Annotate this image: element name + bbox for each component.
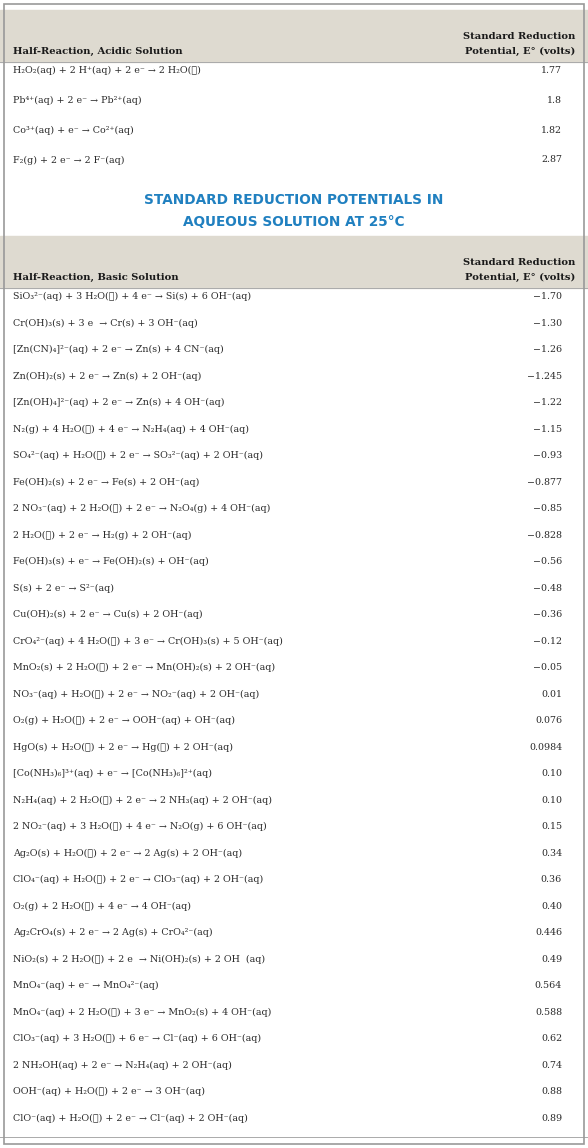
Text: Ag₂O(s) + H₂O(ℓ) + 2 e⁻ → 2 Ag(s) + 2 OH⁻(aq): Ag₂O(s) + H₂O(ℓ) + 2 e⁻ → 2 Ag(s) + 2 OH… (13, 848, 242, 858)
Text: MnO₄⁻(aq) + 2 H₂O(ℓ) + 3 e⁻ → MnO₂(s) + 4 OH⁻(aq): MnO₄⁻(aq) + 2 H₂O(ℓ) + 3 e⁻ → MnO₂(s) + … (13, 1008, 272, 1017)
Text: 2 H₂O(ℓ) + 2 e⁻ → H₂(g) + 2 OH⁻(aq): 2 H₂O(ℓ) + 2 e⁻ → H₂(g) + 2 OH⁻(aq) (13, 530, 192, 540)
Text: 2 NO₂⁻(aq) + 3 H₂O(ℓ) + 4 e⁻ → N₂O(g) + 6 OH⁻(aq): 2 NO₂⁻(aq) + 3 H₂O(ℓ) + 4 e⁻ → N₂O(g) + … (13, 822, 267, 831)
Text: −1.22: −1.22 (533, 398, 562, 408)
Text: 2 NH₂OH(aq) + 2 e⁻ → N₂H₄(aq) + 2 OH⁻(aq): 2 NH₂OH(aq) + 2 e⁻ → N₂H₄(aq) + 2 OH⁻(aq… (13, 1061, 232, 1070)
Text: Co³⁺(aq) + e⁻ → Co²⁺(aq): Co³⁺(aq) + e⁻ → Co²⁺(aq) (13, 125, 133, 134)
Text: 0.34: 0.34 (541, 848, 562, 858)
Text: NO₃⁻(aq) + H₂O(ℓ) + 2 e⁻ → NO₂⁻(aq) + 2 OH⁻(aq): NO₃⁻(aq) + H₂O(ℓ) + 2 e⁻ → NO₂⁻(aq) + 2 … (13, 690, 259, 699)
Text: SO₄²⁻(aq) + H₂O(ℓ) + 2 e⁻ → SO₃²⁻(aq) + 2 OH⁻(aq): SO₄²⁻(aq) + H₂O(ℓ) + 2 e⁻ → SO₃²⁻(aq) + … (13, 451, 263, 460)
Text: −0.828: −0.828 (527, 530, 562, 540)
Text: NiO₂(s) + 2 H₂O(ℓ) + 2 e  → Ni(OH)₂(s) + 2 OH  (aq): NiO₂(s) + 2 H₂O(ℓ) + 2 e → Ni(OH)₂(s) + … (13, 954, 265, 963)
Text: N₂H₄(aq) + 2 H₂O(ℓ) + 2 e⁻ → 2 NH₃(aq) + 2 OH⁻(aq): N₂H₄(aq) + 2 H₂O(ℓ) + 2 e⁻ → 2 NH₃(aq) +… (13, 796, 272, 805)
Text: 0.588: 0.588 (535, 1008, 562, 1016)
Text: OOH⁻(aq) + H₂O(ℓ) + 2 e⁻ → 3 OH⁻(aq): OOH⁻(aq) + H₂O(ℓ) + 2 e⁻ → 3 OH⁻(aq) (13, 1087, 205, 1096)
Text: −0.85: −0.85 (533, 504, 562, 513)
Text: ClO⁻(aq) + H₂O(ℓ) + 2 e⁻ → Cl⁻(aq) + 2 OH⁻(aq): ClO⁻(aq) + H₂O(ℓ) + 2 e⁻ → Cl⁻(aq) + 2 O… (13, 1114, 248, 1123)
Text: −0.56: −0.56 (533, 557, 562, 566)
Text: 0.0984: 0.0984 (529, 743, 562, 752)
Text: 2.87: 2.87 (541, 155, 562, 164)
Text: STANDARD REDUCTION POTENTIALS IN: STANDARD REDUCTION POTENTIALS IN (144, 193, 444, 207)
Text: −1.26: −1.26 (533, 346, 562, 355)
Text: −0.36: −0.36 (533, 610, 562, 619)
Text: −1.70: −1.70 (533, 293, 562, 301)
Text: 1.8: 1.8 (547, 95, 562, 104)
Text: −0.93: −0.93 (533, 451, 562, 460)
Text: F₂(g) + 2 e⁻ → 2 F⁻(aq): F₂(g) + 2 e⁻ → 2 F⁻(aq) (13, 155, 125, 164)
Text: Cu(OH)₂(s) + 2 e⁻ → Cu(s) + 2 OH⁻(aq): Cu(OH)₂(s) + 2 e⁻ → Cu(s) + 2 OH⁻(aq) (13, 610, 203, 619)
Text: 0.076: 0.076 (535, 716, 562, 726)
Text: −0.877: −0.877 (527, 478, 562, 487)
Text: 0.49: 0.49 (541, 954, 562, 963)
Text: H₂O₂(aq) + 2 H⁺(aq) + 2 e⁻ → 2 H₂O(ℓ): H₂O₂(aq) + 2 H⁺(aq) + 2 e⁻ → 2 H₂O(ℓ) (13, 65, 201, 75)
Text: Standard Reduction: Standard Reduction (463, 258, 575, 267)
Text: −0.05: −0.05 (533, 664, 562, 672)
Text: 0.01: 0.01 (541, 690, 562, 699)
Text: −1.245: −1.245 (527, 372, 562, 381)
Text: Ag₂CrO₄(s) + 2 e⁻ → 2 Ag(s) + CrO₄²⁻(aq): Ag₂CrO₄(s) + 2 e⁻ → 2 Ag(s) + CrO₄²⁻(aq) (13, 928, 213, 937)
Text: 0.36: 0.36 (541, 875, 562, 884)
Text: 0.89: 0.89 (541, 1114, 562, 1123)
Text: MnO₂(s) + 2 H₂O(ℓ) + 2 e⁻ → Mn(OH)₂(s) + 2 OH⁻(aq): MnO₂(s) + 2 H₂O(ℓ) + 2 e⁻ → Mn(OH)₂(s) +… (13, 664, 275, 673)
Text: −1.15: −1.15 (533, 425, 562, 434)
Text: 2 NO₃⁻(aq) + 2 H₂O(ℓ) + 2 e⁻ → N₂O₄(g) + 4 OH⁻(aq): 2 NO₃⁻(aq) + 2 H₂O(ℓ) + 2 e⁻ → N₂O₄(g) +… (13, 504, 270, 513)
Text: Fe(OH)₂(s) + 2 e⁻ → Fe(s) + 2 OH⁻(aq): Fe(OH)₂(s) + 2 e⁻ → Fe(s) + 2 OH⁻(aq) (13, 478, 199, 487)
Text: 0.88: 0.88 (541, 1087, 562, 1096)
Text: 0.15: 0.15 (541, 822, 562, 831)
Bar (0, 236, 588, 288)
Text: ClO₃⁻(aq) + 3 H₂O(ℓ) + 6 e⁻ → Cl⁻(aq) + 6 OH⁻(aq): ClO₃⁻(aq) + 3 H₂O(ℓ) + 6 e⁻ → Cl⁻(aq) + … (13, 1034, 261, 1044)
Text: Standard Reduction: Standard Reduction (463, 32, 575, 41)
Text: 0.446: 0.446 (535, 928, 562, 937)
Text: CrO₄²⁻(aq) + 4 H₂O(ℓ) + 3 e⁻ → Cr(OH)₃(s) + 5 OH⁻(aq): CrO₄²⁻(aq) + 4 H₂O(ℓ) + 3 e⁻ → Cr(OH)₃(s… (13, 637, 283, 645)
Text: O₂(g) + H₂O(ℓ) + 2 e⁻ → OOH⁻(aq) + OH⁻(aq): O₂(g) + H₂O(ℓ) + 2 e⁻ → OOH⁻(aq) + OH⁻(a… (13, 716, 235, 726)
Text: 0.564: 0.564 (534, 982, 562, 990)
Text: Potential, E° (volts): Potential, E° (volts) (465, 47, 575, 56)
Text: Cr(OH)₃(s) + 3 e  → Cr(s) + 3 OH⁻(aq): Cr(OH)₃(s) + 3 e → Cr(s) + 3 OH⁻(aq) (13, 319, 198, 328)
Text: −1.30: −1.30 (533, 319, 562, 327)
Text: 0.40: 0.40 (541, 901, 562, 910)
Text: SiO₃²⁻(aq) + 3 H₂O(ℓ) + 4 e⁻ → Si(s) + 6 OH⁻(aq): SiO₃²⁻(aq) + 3 H₂O(ℓ) + 4 e⁻ → Si(s) + 6… (13, 293, 251, 301)
Text: [Zn(OH)₄]²⁻(aq) + 2 e⁻ → Zn(s) + 4 OH⁻(aq): [Zn(OH)₄]²⁻(aq) + 2 e⁻ → Zn(s) + 4 OH⁻(a… (13, 398, 225, 408)
Text: Potential, E° (volts): Potential, E° (volts) (465, 273, 575, 282)
Text: AQUEOUS SOLUTION AT 25°C: AQUEOUS SOLUTION AT 25°C (183, 215, 405, 230)
Text: S(s) + 2 e⁻ → S²⁻(aq): S(s) + 2 e⁻ → S²⁻(aq) (13, 583, 114, 592)
Text: ClO₄⁻(aq) + H₂O(ℓ) + 2 e⁻ → ClO₃⁻(aq) + 2 OH⁻(aq): ClO₄⁻(aq) + H₂O(ℓ) + 2 e⁻ → ClO₃⁻(aq) + … (13, 875, 263, 884)
Text: Pb⁴⁺(aq) + 2 e⁻ → Pb²⁺(aq): Pb⁴⁺(aq) + 2 e⁻ → Pb²⁺(aq) (13, 95, 142, 104)
Text: Fe(OH)₃(s) + e⁻ → Fe(OH)₂(s) + OH⁻(aq): Fe(OH)₃(s) + e⁻ → Fe(OH)₂(s) + OH⁻(aq) (13, 557, 209, 566)
Bar (0, 10, 588, 62)
Text: 0.10: 0.10 (541, 769, 562, 778)
Text: HgO(s) + H₂O(ℓ) + 2 e⁻ → Hg(ℓ) + 2 OH⁻(aq): HgO(s) + H₂O(ℓ) + 2 e⁻ → Hg(ℓ) + 2 OH⁻(a… (13, 743, 233, 752)
Text: N₂(g) + 4 H₂O(ℓ) + 4 e⁻ → N₂H₄(aq) + 4 OH⁻(aq): N₂(g) + 4 H₂O(ℓ) + 4 e⁻ → N₂H₄(aq) + 4 O… (13, 425, 249, 434)
Text: 0.62: 0.62 (541, 1034, 562, 1044)
Text: Half-Reaction, Basic Solution: Half-Reaction, Basic Solution (13, 273, 179, 282)
Text: −0.48: −0.48 (533, 583, 562, 592)
Text: 1.82: 1.82 (541, 125, 562, 134)
Text: 0.10: 0.10 (541, 796, 562, 805)
Text: 1.77: 1.77 (541, 65, 562, 75)
Text: [Co(NH₃)₆]³⁺(aq) + e⁻ → [Co(NH₃)₆]²⁺(aq): [Co(NH₃)₆]³⁺(aq) + e⁻ → [Co(NH₃)₆]²⁺(aq) (13, 769, 212, 778)
Text: 0.74: 0.74 (541, 1061, 562, 1070)
Text: Zn(OH)₂(s) + 2 e⁻ → Zn(s) + 2 OH⁻(aq): Zn(OH)₂(s) + 2 e⁻ → Zn(s) + 2 OH⁻(aq) (13, 372, 201, 381)
Text: MnO₄⁻(aq) + e⁻ → MnO₄²⁻(aq): MnO₄⁻(aq) + e⁻ → MnO₄²⁻(aq) (13, 982, 159, 991)
Text: −0.12: −0.12 (533, 637, 562, 645)
Text: [Zn(CN)₄]²⁻(aq) + 2 e⁻ → Zn(s) + 4 CN⁻(aq): [Zn(CN)₄]²⁻(aq) + 2 e⁻ → Zn(s) + 4 CN⁻(a… (13, 346, 224, 355)
Text: O₂(g) + 2 H₂O(ℓ) + 4 e⁻ → 4 OH⁻(aq): O₂(g) + 2 H₂O(ℓ) + 4 e⁻ → 4 OH⁻(aq) (13, 901, 191, 910)
Text: Half-Reaction, Acidic Solution: Half-Reaction, Acidic Solution (13, 47, 183, 56)
